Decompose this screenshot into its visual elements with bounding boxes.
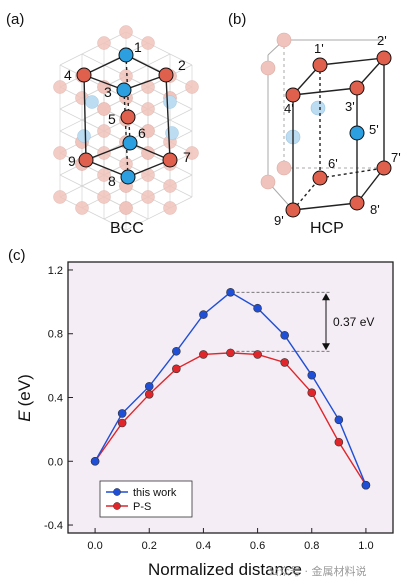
data-point <box>307 388 317 398</box>
bcc-label-1: 1 <box>134 39 142 55</box>
x-tick-label: 0.6 <box>250 540 265 552</box>
annotation-label: 0.37 eV <box>333 315 374 329</box>
data-point <box>117 409 127 418</box>
hcp-atom-2 <box>376 50 392 66</box>
panel-a-label: (a) <box>6 11 24 28</box>
hcp-atoms <box>285 50 392 218</box>
data-point <box>199 310 208 319</box>
y-tick-label: 0.8 <box>48 329 63 341</box>
hcp-atom-8 <box>349 195 365 211</box>
bcc-atom-7 <box>162 152 178 168</box>
data-point <box>172 364 181 374</box>
x-axis-label: Normalized distance <box>148 560 302 579</box>
data-point <box>280 331 289 340</box>
panel-a-bcc: (a) 1 2 <box>6 11 199 237</box>
bcc-label-9: 9 <box>68 153 76 169</box>
hcp-label-9: 9' <box>274 213 284 228</box>
hcp-atom-5 <box>349 125 365 141</box>
hcp-label-5: 5' <box>369 122 379 137</box>
hcp-label-3: 3' <box>345 99 355 114</box>
bcc-label-6: 6 <box>138 125 146 141</box>
watermark: 公众号 · 金属材料说 <box>268 564 367 578</box>
hcp-atom-labels: 1' 2' 3' 4' 5' 6' 7' 8' 9' <box>274 33 401 228</box>
bcc-atom-5 <box>120 109 136 125</box>
y-tick-label: 0.4 <box>48 393 63 405</box>
panel-b-label: (b) <box>228 11 246 28</box>
hcp-atom-7 <box>376 160 392 176</box>
data-point <box>90 456 100 466</box>
hcp-label-1: 1' <box>314 41 324 56</box>
bcc-caption: BCC <box>110 220 144 237</box>
data-point <box>307 370 317 380</box>
hcp-atom-9 <box>285 202 301 218</box>
data-point <box>253 350 262 359</box>
data-point <box>144 382 154 391</box>
bcc-label-2: 2 <box>178 57 186 73</box>
hcp-atom-6 <box>312 170 328 186</box>
hcp-label-4: 4' <box>284 101 294 116</box>
x-tick-label: 0.8 <box>304 540 319 552</box>
bcc-atom-9 <box>78 152 94 168</box>
data-point <box>172 346 181 356</box>
legend-entry: this work <box>133 487 177 499</box>
bcc-atom-4 <box>76 67 92 83</box>
data-point <box>199 350 208 359</box>
hcp-atom-4 <box>285 87 301 103</box>
hcp-atom-1 <box>312 57 328 73</box>
hcp-label-8: 8' <box>370 202 380 217</box>
bcc-label-7: 7 <box>183 149 191 165</box>
data-point <box>280 358 289 367</box>
hcp-label-2: 2' <box>377 33 387 48</box>
bcc-label-8: 8 <box>108 173 116 189</box>
x-tick-label: 0.2 <box>142 540 157 552</box>
data-point <box>226 287 235 297</box>
bcc-atom-2 <box>158 67 174 83</box>
data-point <box>361 480 371 490</box>
bcc-atom-1 <box>118 47 134 63</box>
hcp-atom-3 <box>349 80 365 96</box>
y-tick-label: -0.4 <box>44 520 63 532</box>
hcp-label-6: 6' <box>328 156 338 171</box>
y-tick-label: 0.0 <box>48 456 63 468</box>
data-point <box>334 437 344 447</box>
barrier-annotation: 0.37 eV <box>236 291 374 352</box>
y-tick-label: 1.2 <box>48 265 63 277</box>
bcc-atom-3 <box>116 82 132 98</box>
bcc-atom-8 <box>120 169 136 185</box>
bcc-label-3: 3 <box>104 84 112 100</box>
bcc-atom-6 <box>122 135 138 151</box>
hcp-caption: HCP <box>310 220 344 237</box>
legend: this work P-S <box>99 480 193 518</box>
hcp-label-7: 7' <box>391 150 401 165</box>
x-tick-label: 0.0 <box>87 540 102 552</box>
data-point <box>117 418 127 428</box>
bcc-atoms <box>76 47 178 185</box>
panel-c-label: (c) <box>8 247 26 264</box>
panel-b-hcp: (b) <box>228 11 401 237</box>
x-tick-label: 0.4 <box>196 540 211 552</box>
bcc-label-4: 4 <box>64 67 72 83</box>
bcc-label-5: 5 <box>108 111 116 127</box>
bcc-atom-labels: 1 2 3 4 5 6 7 8 9 <box>64 39 191 189</box>
chart: 0.0 0.2 0.4 0.6 0.8 1.0 -0.4 0.0 0.4 0.8 1.2 0.37 e… <box>44 265 374 552</box>
y-axis-label: E(eV) <box>15 374 34 421</box>
legend-entry: P-S <box>133 501 151 513</box>
data-point <box>253 303 262 313</box>
data-point <box>144 390 154 399</box>
panel-c-energy-chart: (c) 0.0 0.2 0.4 0.6 0.8 1.0-0.40.00.40.81.20.… <box>8 247 394 579</box>
data-point <box>334 415 344 425</box>
data-point <box>226 348 235 358</box>
x-tick-label: 1.0 <box>358 540 373 552</box>
